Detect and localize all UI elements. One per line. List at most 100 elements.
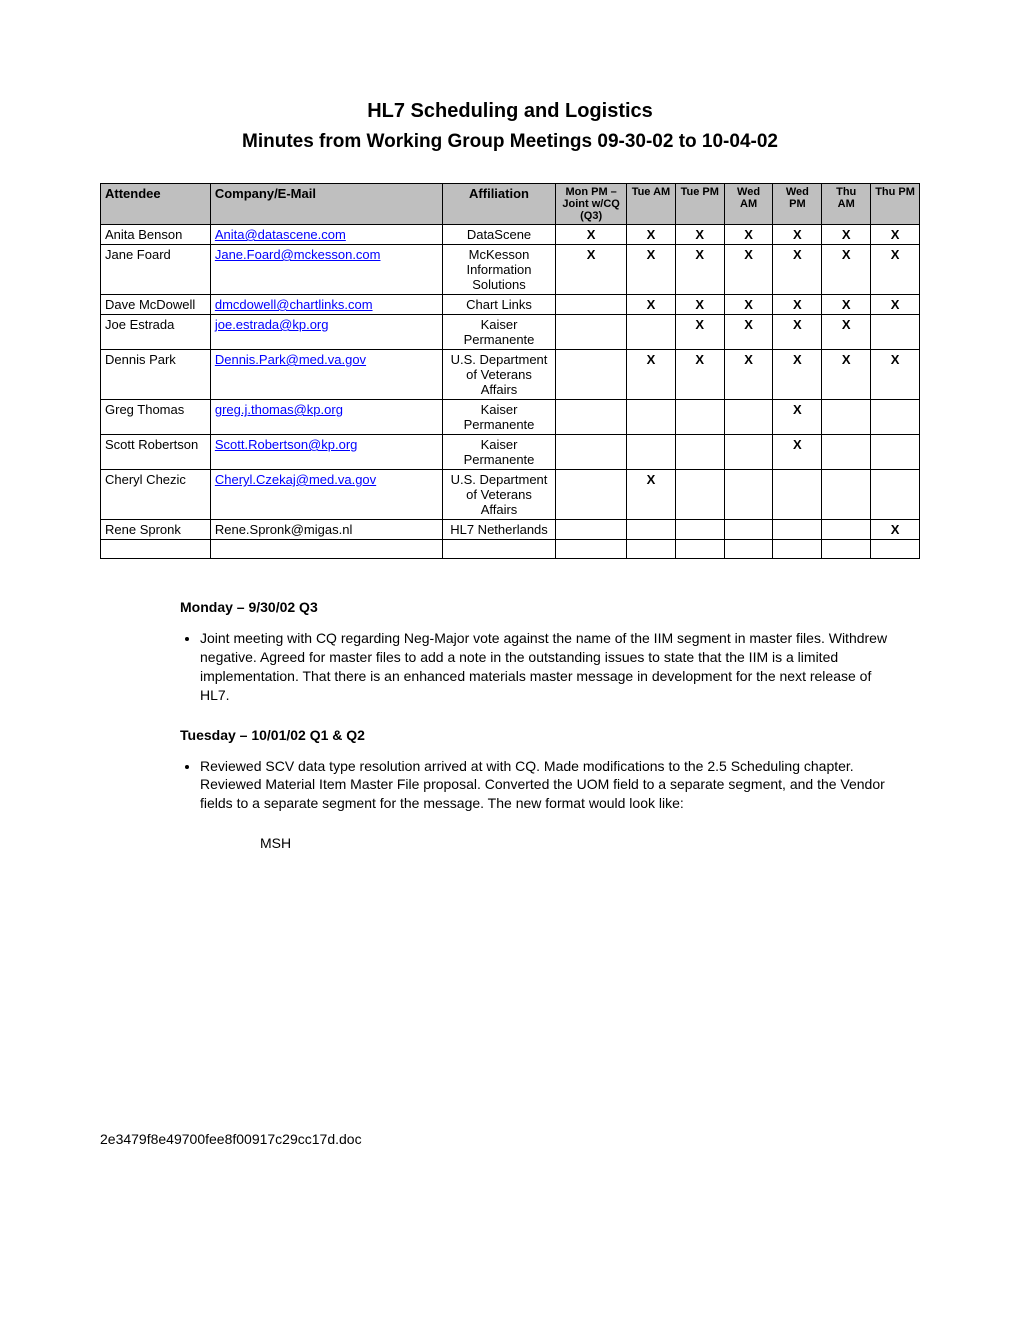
attendance-mark bbox=[556, 295, 627, 315]
table-row: Greg Thomas greg.j.thomas@kp.org Kaiser Pe… bbox=[101, 400, 920, 435]
bullet-item: Reviewed SCV data type resolution arrive… bbox=[200, 757, 900, 814]
bullet-list: Joint meeting with CQ regarding Neg-Majo… bbox=[180, 629, 900, 705]
email-cell: dmcdowell@chartlinks.com bbox=[210, 295, 442, 315]
attendance-mark: X bbox=[627, 245, 676, 295]
affiliation-cell: U.S. Department of Veterans Affairs bbox=[442, 470, 556, 520]
attendance-mark: X bbox=[871, 350, 920, 400]
col-affiliation: Affiliation bbox=[442, 184, 556, 225]
affiliation-cell: Kaiser Permanente bbox=[442, 400, 556, 435]
attendance-mark: X bbox=[724, 225, 773, 245]
attendance-mark bbox=[822, 520, 871, 540]
footer-filename: 2e3479f8e49700fee8f00917c29cc17d.doc bbox=[100, 1131, 920, 1147]
affiliation-cell: HL7 Netherlands bbox=[442, 520, 556, 540]
empty-cell bbox=[101, 540, 211, 559]
email-link[interactable]: Cheryl.Czekaj@med.va.gov bbox=[215, 472, 376, 487]
attendance-mark: X bbox=[556, 245, 627, 295]
attendance-mark bbox=[724, 400, 773, 435]
table-row: Cheryl Chezic Cheryl.Czekaj@med.va.gov U.S… bbox=[101, 470, 920, 520]
email-link[interactable]: Jane.Foard@mckesson.com bbox=[215, 247, 381, 262]
attendance-mark: X bbox=[773, 245, 822, 295]
attendance-mark bbox=[724, 435, 773, 470]
attendance-mark bbox=[724, 470, 773, 520]
email-cell: Jane.Foard@mckesson.com bbox=[210, 245, 442, 295]
attendee-cell: Greg Thomas bbox=[101, 400, 211, 435]
section-heading: Monday – 9/30/02 Q3 bbox=[180, 599, 900, 615]
attendance-mark bbox=[724, 520, 773, 540]
attendance-mark: X bbox=[773, 315, 822, 350]
email-cell: greg.j.thomas@kp.org bbox=[210, 400, 442, 435]
attendance-mark bbox=[675, 470, 724, 520]
attendance-mark: X bbox=[675, 295, 724, 315]
attendance-mark bbox=[675, 435, 724, 470]
attendee-cell: Scott Robertson bbox=[101, 435, 211, 470]
table-row: Joe Estradajoe.estrada@kp.orgKaiser Perm… bbox=[101, 315, 920, 350]
table-row bbox=[101, 540, 920, 559]
attendance-mark: X bbox=[871, 225, 920, 245]
attendee-cell: Dennis Park bbox=[101, 350, 211, 400]
col-tue-am: Tue AM bbox=[627, 184, 676, 225]
attendance-mark: X bbox=[627, 470, 676, 520]
page-subtitle: Minutes from Working Group Meetings 09-3… bbox=[100, 131, 920, 153]
affiliation-cell: McKesson Information Solutions bbox=[442, 245, 556, 295]
email-link[interactable]: dmcdowell@chartlinks.com bbox=[215, 297, 373, 312]
email-link[interactable]: greg.j.thomas@kp.org bbox=[215, 402, 343, 417]
table-row: Anita BensonAnita@datascene.comDataScene… bbox=[101, 225, 920, 245]
attendance-mark: X bbox=[822, 350, 871, 400]
email-cell: Rene.Spronk@migas.nl bbox=[210, 520, 442, 540]
affiliation-cell: Kaiser Permanente bbox=[442, 315, 556, 350]
attendance-mark: X bbox=[675, 315, 724, 350]
attendee-cell: Anita Benson bbox=[101, 225, 211, 245]
col-wed-am: Wed AM bbox=[724, 184, 773, 225]
email-link[interactable]: joe.estrada@kp.org bbox=[215, 317, 329, 332]
empty-cell bbox=[871, 540, 920, 559]
email-cell: Cheryl.Czekaj@med.va.gov bbox=[210, 470, 442, 520]
attendance-mark bbox=[556, 435, 627, 470]
attendance-mark: X bbox=[773, 350, 822, 400]
attendance-mark: X bbox=[871, 245, 920, 295]
attendance-mark: X bbox=[627, 350, 676, 400]
attendance-mark: X bbox=[822, 225, 871, 245]
attendance-mark bbox=[773, 470, 822, 520]
attendance-mark bbox=[871, 315, 920, 350]
attendance-mark: X bbox=[627, 225, 676, 245]
table-row: Dennis Park Dennis.Park@med.va.gov U.S. De… bbox=[101, 350, 920, 400]
attendance-mark: X bbox=[773, 225, 822, 245]
table-row: Dave McDowelldmcdowell@chartlinks.comCha… bbox=[101, 295, 920, 315]
attendance-mark: X bbox=[773, 400, 822, 435]
col-wed-pm: Wed PM bbox=[773, 184, 822, 225]
email-link[interactable]: Dennis.Park@med.va.gov bbox=[215, 352, 366, 367]
empty-cell bbox=[724, 540, 773, 559]
table-row: Rene SpronkRene.Spronk@migas.nlHL7 Nethe… bbox=[101, 520, 920, 540]
attendance-mark bbox=[822, 400, 871, 435]
attendance-mark bbox=[871, 435, 920, 470]
attendance-mark: X bbox=[675, 225, 724, 245]
attendance-mark: X bbox=[822, 295, 871, 315]
email-cell: Anita@datascene.com bbox=[210, 225, 442, 245]
empty-cell bbox=[627, 540, 676, 559]
email-link[interactable]: Anita@datascene.com bbox=[215, 227, 346, 242]
empty-cell bbox=[442, 540, 556, 559]
attendance-mark: X bbox=[556, 225, 627, 245]
attendance-mark bbox=[627, 435, 676, 470]
attendance-mark bbox=[627, 315, 676, 350]
affiliation-cell: U.S. Department of Veterans Affairs bbox=[442, 350, 556, 400]
attendance-mark: X bbox=[724, 350, 773, 400]
attendance-mark bbox=[627, 520, 676, 540]
attendance-mark bbox=[822, 435, 871, 470]
attendee-cell: Cheryl Chezic bbox=[101, 470, 211, 520]
attendance-mark: X bbox=[724, 315, 773, 350]
attendance-mark: X bbox=[871, 295, 920, 315]
section-heading: Tuesday – 10/01/02 Q1 & Q2 bbox=[180, 727, 900, 743]
attendance-mark: X bbox=[822, 315, 871, 350]
attendance-mark bbox=[556, 400, 627, 435]
attendance-mark bbox=[822, 470, 871, 520]
email-link[interactable]: Scott.Robertson@kp.org bbox=[215, 437, 358, 452]
empty-cell bbox=[822, 540, 871, 559]
col-thu-am: Thu AM bbox=[822, 184, 871, 225]
attendance-mark bbox=[556, 520, 627, 540]
empty-cell bbox=[675, 540, 724, 559]
attendance-mark: X bbox=[675, 350, 724, 400]
attendance-mark: X bbox=[675, 245, 724, 295]
col-mon-pm: Mon PM – Joint w/CQ (Q3) bbox=[556, 184, 627, 225]
attendance-mark bbox=[627, 400, 676, 435]
